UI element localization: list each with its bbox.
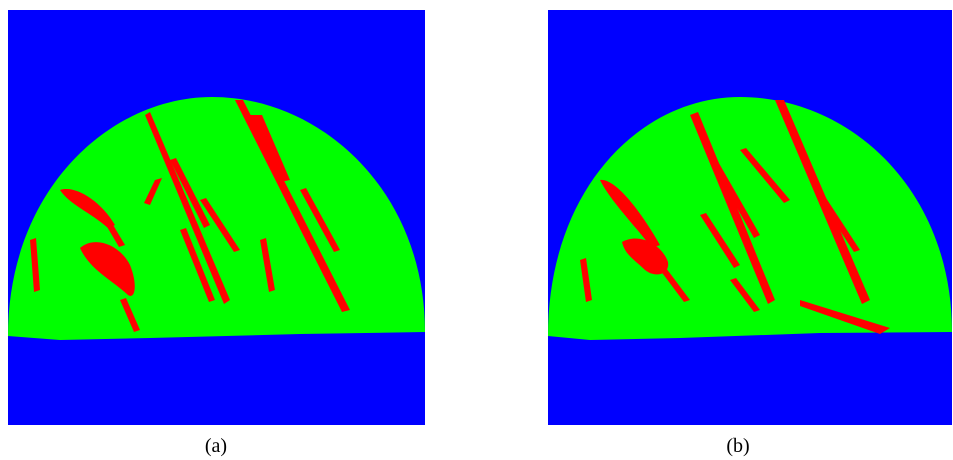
panel-a (8, 10, 425, 425)
page: (a) (b) (() => { const data = JSON.parse… (0, 0, 953, 460)
panel-caption: (a) (205, 435, 227, 457)
panel-b (548, 10, 952, 425)
figure: (a) (b) (0, 0, 953, 460)
panel-caption: (b) (726, 435, 749, 457)
